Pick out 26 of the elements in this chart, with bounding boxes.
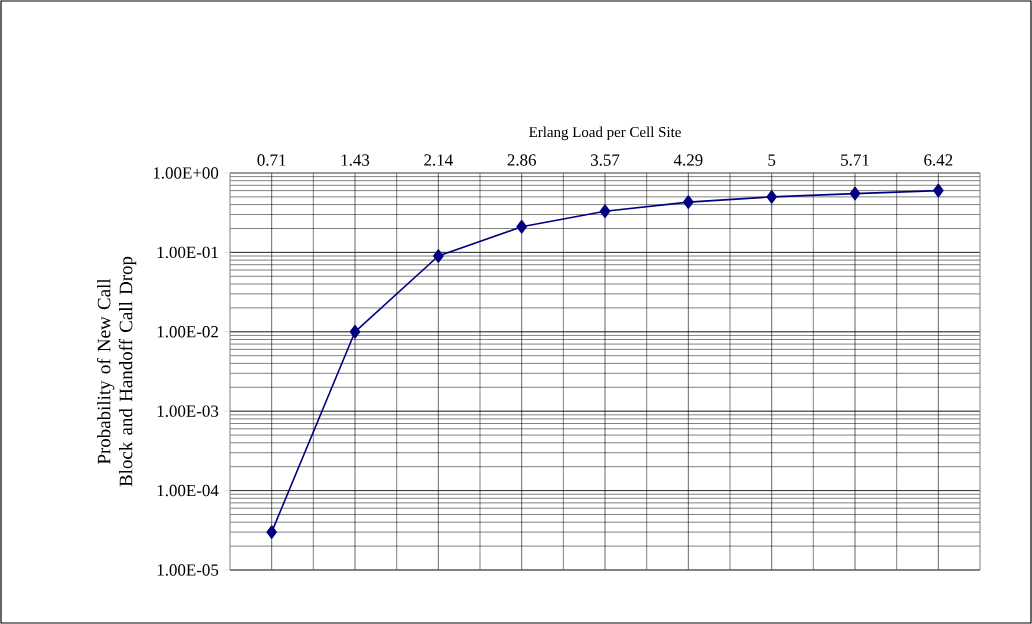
point: [516, 220, 527, 234]
point: [266, 525, 277, 539]
x-axis-title: Erlang Load per Cell Site: [529, 126, 681, 141]
point: [433, 249, 444, 263]
point: [766, 190, 777, 204]
x-tick-label: 1.43: [341, 154, 370, 166]
x-tick-label: 2.86: [507, 154, 536, 166]
point: [849, 186, 861, 201]
x-tick-label: 3.57: [591, 154, 620, 166]
point: [599, 204, 611, 219]
x-tick-label: 5.71: [841, 154, 869, 166]
x-tick-label: 2.14: [424, 154, 453, 166]
y-tick-label: 1.00E+00: [153, 167, 219, 179]
y-tick-label: 1.00E-05: [157, 564, 219, 576]
x-tick-label: 5: [768, 154, 776, 166]
y-tick-label: 1.00E-04: [157, 484, 219, 497]
y-tick-label: 1.00E-03: [157, 405, 219, 417]
point: [683, 195, 694, 209]
y-tick-label: 1.00E-02: [157, 326, 218, 338]
y-axis-title: Probability of New Call Block and Handoff Call Drop: [96, 256, 137, 487]
point: [349, 324, 361, 339]
x-tick-label: 4.29: [673, 154, 703, 166]
point: [933, 183, 944, 198]
y-tick-label: 1.00E-01: [157, 246, 218, 259]
x-tick-label: 6.42: [924, 154, 953, 166]
x-tick-label: 0.71: [257, 154, 286, 166]
